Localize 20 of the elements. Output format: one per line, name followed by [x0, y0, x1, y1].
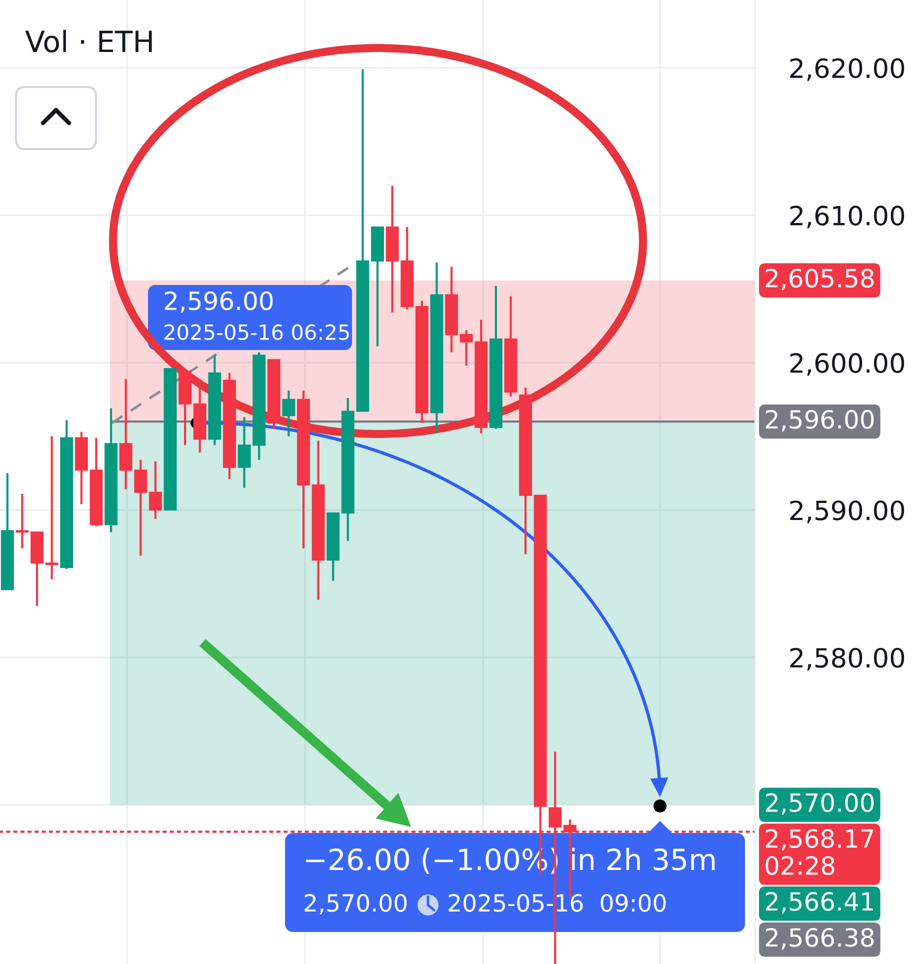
- candlestick: [16, 492, 29, 550]
- text: 2,566.38: [766, 928, 874, 950]
- candlestick: [148, 460, 162, 520]
- annotation: 2,570.00: [304, 894, 407, 914]
- ref-line-label: 2,568.17 02:28: [766, 829, 874, 876]
- y-tick-label: 2,600.00: [790, 353, 904, 376]
- annotation: Vol · ETH: [25, 30, 152, 52]
- y-tick-label: 2,590.00: [790, 500, 904, 524]
- ref-line-label: 2,596.00: [766, 410, 874, 432]
- annotation: 2,596.00: [164, 291, 273, 313]
- text: 2,566.41: [766, 892, 874, 914]
- candlestick: [282, 390, 296, 438]
- y-tick-label: 2,610.00: [790, 206, 904, 228]
- annotation: 2025-05-16 06:25: [164, 324, 349, 340]
- y-tick-label: 2,580.00: [790, 648, 904, 670]
- candlestick: [45, 435, 58, 580]
- band-label: 2,570.00: [766, 793, 874, 815]
- y-tick-label: 2,620.00: [790, 58, 904, 81]
- candlestick: [238, 416, 251, 489]
- band-label: 2,605.58: [766, 268, 874, 290]
